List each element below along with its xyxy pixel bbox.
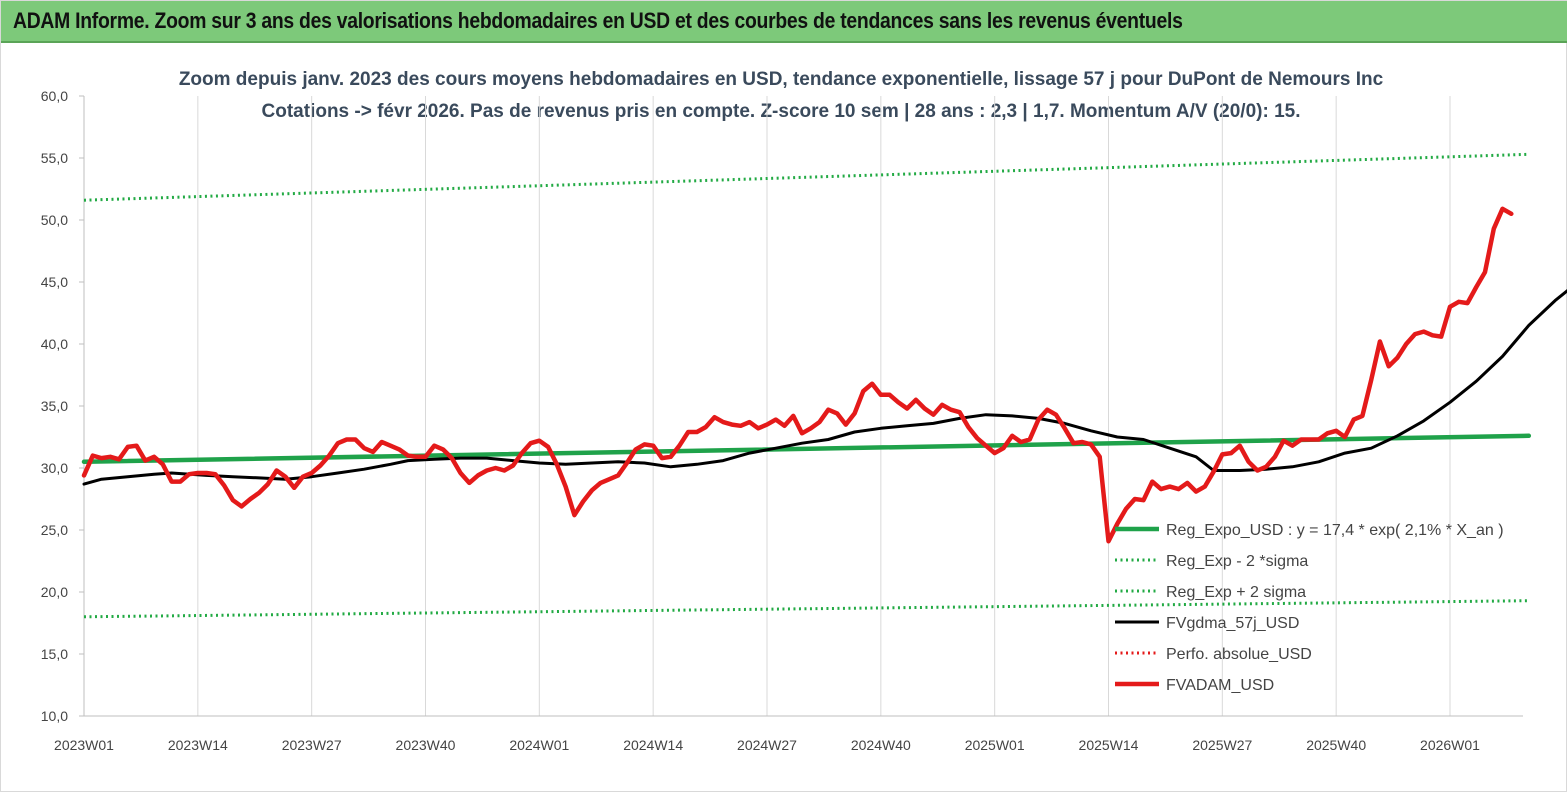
x-tick-label: 2026W01 [1420, 737, 1480, 753]
y-tick-label: 15,0 [41, 646, 68, 662]
series-fvadam [81, 206, 1514, 544]
x-tick-label: 2025W14 [1079, 737, 1139, 753]
legend-label: Reg_Expo_USD : y = 17,4 * exp( 2,1% * X_… [1166, 522, 1504, 539]
header-banner: ADAM Informe. Zoom sur 3 ans des valoris… [1, 1, 1567, 43]
x-tick-label: 2023W14 [168, 737, 228, 753]
y-tick-label: 50,0 [41, 212, 68, 228]
x-tick-label: 2025W01 [965, 737, 1025, 753]
y-tick-label: 20,0 [41, 584, 68, 600]
y-tick-label: 35,0 [41, 398, 68, 414]
x-tick-label: 2024W27 [737, 737, 797, 753]
legend-item-fvadam: FVADAM_USD [1115, 677, 1274, 694]
series-fvgdma-57j [82, 289, 1567, 486]
legend-item-reg-expo: Reg_Expo_USD : y = 17,4 * exp( 2,1% * X_… [1115, 522, 1504, 539]
x-tick-label: 2024W40 [851, 737, 911, 753]
legend-label: FVgdma_57j_USD [1166, 615, 1299, 632]
chart-subtitle: Cotations -> févr 2026. Pas de revenus p… [262, 101, 1301, 122]
chart-title: Zoom depuis janv. 2023 des cours moyens … [179, 69, 1384, 90]
y-tick-label: 55,0 [41, 150, 68, 166]
legend-item-reg-exp-plus: Reg_Exp + 2 sigma [1115, 584, 1306, 601]
series-reg-exp-plus-2sigma [83, 152, 1529, 202]
y-tick-label: 40,0 [41, 336, 68, 352]
legend-item-reg-exp-minus: Reg_Exp - 2 *sigma [1115, 553, 1308, 570]
x-tick-label: 2024W01 [509, 737, 569, 753]
y-tick-label: 60,0 [41, 88, 68, 104]
legend-label: Reg_Exp - 2 *sigma [1166, 553, 1308, 570]
legend-item-fvgdma: FVgdma_57j_USD [1115, 615, 1299, 632]
x-tick-label: 2025W27 [1192, 737, 1252, 753]
x-tick-label: 2023W27 [282, 737, 342, 753]
report-title: ADAM Informe. Zoom sur 3 ans des valoris… [13, 8, 1183, 33]
plot-series [81, 152, 1567, 619]
y-tick-label: 45,0 [41, 274, 68, 290]
series-reg-exp-minus-2sigma [83, 599, 1529, 619]
y-tick-label: 30,0 [41, 460, 68, 476]
x-tick-label: 2023W40 [396, 737, 456, 753]
gridlines [197, 96, 1451, 716]
x-tick-label: 2023W01 [54, 737, 114, 753]
y-tick-label: 25,0 [41, 522, 68, 538]
y-tick-label: 10,0 [41, 708, 68, 724]
legend-label: FVADAM_USD [1166, 677, 1274, 694]
axes: 2023W01 2023W14 2023W27 2023W40 2024W01 2024W… [41, 88, 1523, 753]
legend: Reg_Expo_USD : y = 17,4 * exp( 2,1% * X_… [1115, 522, 1504, 694]
legend-label: Perfo. absolue_USD [1166, 646, 1312, 663]
legend-item-perfo: Perfo. absolue_USD [1115, 646, 1312, 663]
x-tick-label: 2024W14 [623, 737, 683, 753]
legend-label: Reg_Exp + 2 sigma [1166, 584, 1306, 601]
x-tick-label: 2025W40 [1306, 737, 1366, 753]
